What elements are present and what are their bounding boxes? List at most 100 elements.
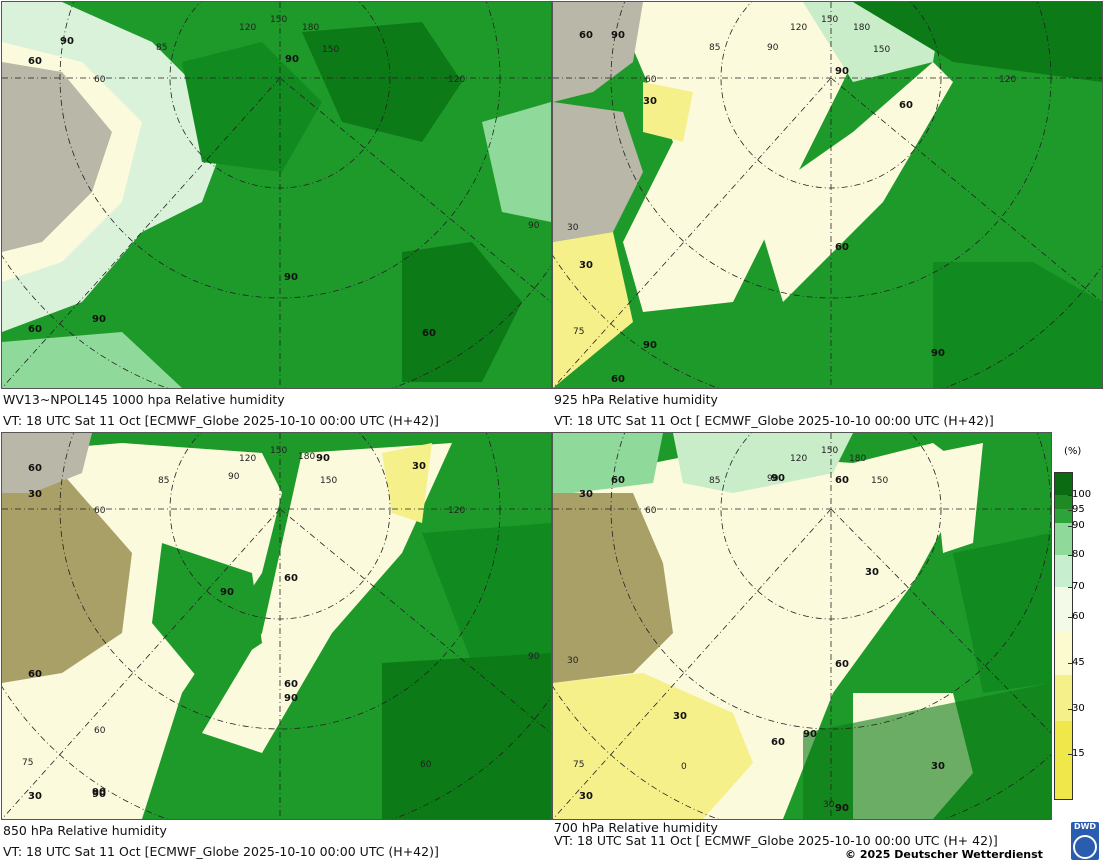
contour-label: 90 xyxy=(835,803,849,814)
rh-map-1000: 90 60 90 90 60 60 90 85 120 150 180 150 … xyxy=(2,2,551,388)
meridian-label: 120 xyxy=(999,75,1016,85)
contour-label: 90 xyxy=(60,36,74,47)
meridian-label: 180 xyxy=(302,23,319,33)
contour-label: 90 xyxy=(643,340,657,351)
map-panel-1000hpa: 90 60 90 90 60 60 90 85 120 150 180 150 … xyxy=(1,1,552,389)
contour-label: 30 xyxy=(412,461,426,472)
legend-swatch xyxy=(1055,523,1072,555)
meridian-label: 60 xyxy=(645,506,657,516)
meridian-label: 75 xyxy=(573,327,584,337)
contour-label: 90 xyxy=(92,787,106,798)
contour-label: 30 xyxy=(931,761,945,772)
rh-map-850: 60 30 90 90 30 60 90 60 90 60 90 30 85 1… xyxy=(2,433,551,819)
legend-swatch xyxy=(1055,495,1072,509)
meridian-label: 120 xyxy=(790,454,807,464)
panel-title-1000: WV13~NPOL145 1000 hpa Relative humidity xyxy=(3,392,285,407)
meridian-label: 0 xyxy=(681,762,687,772)
meridian-label: 60 xyxy=(645,75,657,85)
meridian-label: 120 xyxy=(239,23,256,33)
legend-swatch xyxy=(1055,555,1072,587)
copyright: © 2025 Deutscher Wetterdienst xyxy=(845,848,1043,861)
contour-label: 60 xyxy=(28,669,42,680)
meridian-label: 30 xyxy=(567,223,579,233)
contour-label: 30 xyxy=(865,567,879,578)
legend-tick: 90 xyxy=(1068,520,1085,531)
contour-label: 90 xyxy=(835,66,849,77)
meridian-label: 85 xyxy=(709,43,720,53)
meridian-label: 150 xyxy=(821,15,838,25)
meridian-label: 90 xyxy=(228,472,240,482)
legend-colorbar xyxy=(1054,472,1073,800)
meridian-label: 150 xyxy=(873,45,890,55)
meridian-label: 85 xyxy=(156,43,167,53)
meridian-label: 120 xyxy=(448,506,465,516)
meridian-label: 150 xyxy=(821,446,838,456)
contour-label: 60 xyxy=(835,475,849,486)
contour-label: 90 xyxy=(316,453,330,464)
contour-label: 60 xyxy=(899,100,913,111)
contour-label: 60 xyxy=(28,56,42,67)
panel-valid-time-925: VT: 18 UTC Sat 11 Oct [ ECMWF_Globe 2025… xyxy=(554,413,994,428)
panel-valid-time-700: VT: 18 UTC Sat 11 Oct [ ECMWF_Globe 2025… xyxy=(554,833,998,848)
contour-label: 90 xyxy=(771,473,785,484)
legend-tick: 45 xyxy=(1068,657,1085,668)
legend-tick: 60 xyxy=(1068,611,1085,622)
legend-tick: 100 xyxy=(1067,489,1092,500)
dwd-logo: DWD xyxy=(1071,822,1099,860)
contour-label: 90 xyxy=(284,693,298,704)
legend-unit: (%) xyxy=(1064,446,1082,457)
legend-swatch xyxy=(1055,675,1072,721)
contour-label: 30 xyxy=(28,791,42,802)
legend-tick: 15 xyxy=(1068,748,1085,759)
panel-valid-time-1000: VT: 18 UTC Sat 11 Oct [ECMWF_Globe 2025-… xyxy=(3,413,439,428)
panel-title-700: 700 hPa Relative humidity xyxy=(554,820,718,835)
meridian-label: 60 xyxy=(94,506,106,516)
contour-label: 90 xyxy=(931,348,945,359)
contour-label: 60 xyxy=(579,30,593,41)
meridian-label: 30 xyxy=(823,800,835,810)
legend-tick: 70 xyxy=(1068,581,1085,592)
meridian-label: 180 xyxy=(849,454,866,464)
meridian-label: 60 xyxy=(94,726,106,736)
meridian-label: 150 xyxy=(320,476,337,486)
contour-label: 60 xyxy=(28,324,42,335)
contour-label: 30 xyxy=(643,96,657,107)
contour-label: 60 xyxy=(284,573,298,584)
meridian-label: 150 xyxy=(270,446,287,456)
swirl-icon xyxy=(1073,835,1097,859)
meridian-label: 60 xyxy=(94,75,106,85)
meridian-label: 85 xyxy=(158,476,169,486)
legend-swatch xyxy=(1055,721,1072,799)
meridian-label: 120 xyxy=(239,454,256,464)
legend-swatch xyxy=(1055,509,1072,523)
meridian-label: 120 xyxy=(790,23,807,33)
contour-label: 90 xyxy=(92,314,106,325)
meridian-label: 150 xyxy=(270,15,287,25)
meridian-label: 75 xyxy=(22,758,33,768)
contour-label: 60 xyxy=(284,679,298,690)
contour-label: 90 xyxy=(611,30,625,41)
legend-swatch xyxy=(1055,473,1072,495)
panel-title-850: 850 hPa Relative humidity xyxy=(3,823,167,838)
meridian-label: 75 xyxy=(573,760,584,770)
contour-label: 60 xyxy=(28,463,42,474)
legend-tick: 95 xyxy=(1068,504,1085,515)
meridian-label: 90 xyxy=(767,474,779,484)
legend-swatch xyxy=(1055,587,1072,631)
meridian-label: 85 xyxy=(709,476,720,486)
color-legend: (%) 100 95 90 80 70 60 45 30 15 xyxy=(1052,446,1102,806)
contour-label: 60 xyxy=(422,328,436,339)
meridian-label: 120 xyxy=(448,75,465,85)
contour-label: 90 xyxy=(803,729,817,740)
map-panel-925hpa: 60 90 30 90 60 60 30 90 90 60 85 120 150… xyxy=(552,1,1103,389)
contour-label: 60 xyxy=(771,737,785,748)
meridian-label: 90 xyxy=(767,43,779,53)
contour-label: 60 xyxy=(611,374,625,385)
contour-label: 90 xyxy=(285,54,299,65)
contour-label: 30 xyxy=(28,489,42,500)
meridian-label: 150 xyxy=(871,476,888,486)
map-panel-700hpa: 60 30 90 60 30 60 30 60 90 90 30 30 85 1… xyxy=(552,432,1052,820)
contour-label: 60 xyxy=(835,659,849,670)
legend-swatch xyxy=(1055,631,1072,675)
meridian-label: 90 xyxy=(528,221,540,231)
